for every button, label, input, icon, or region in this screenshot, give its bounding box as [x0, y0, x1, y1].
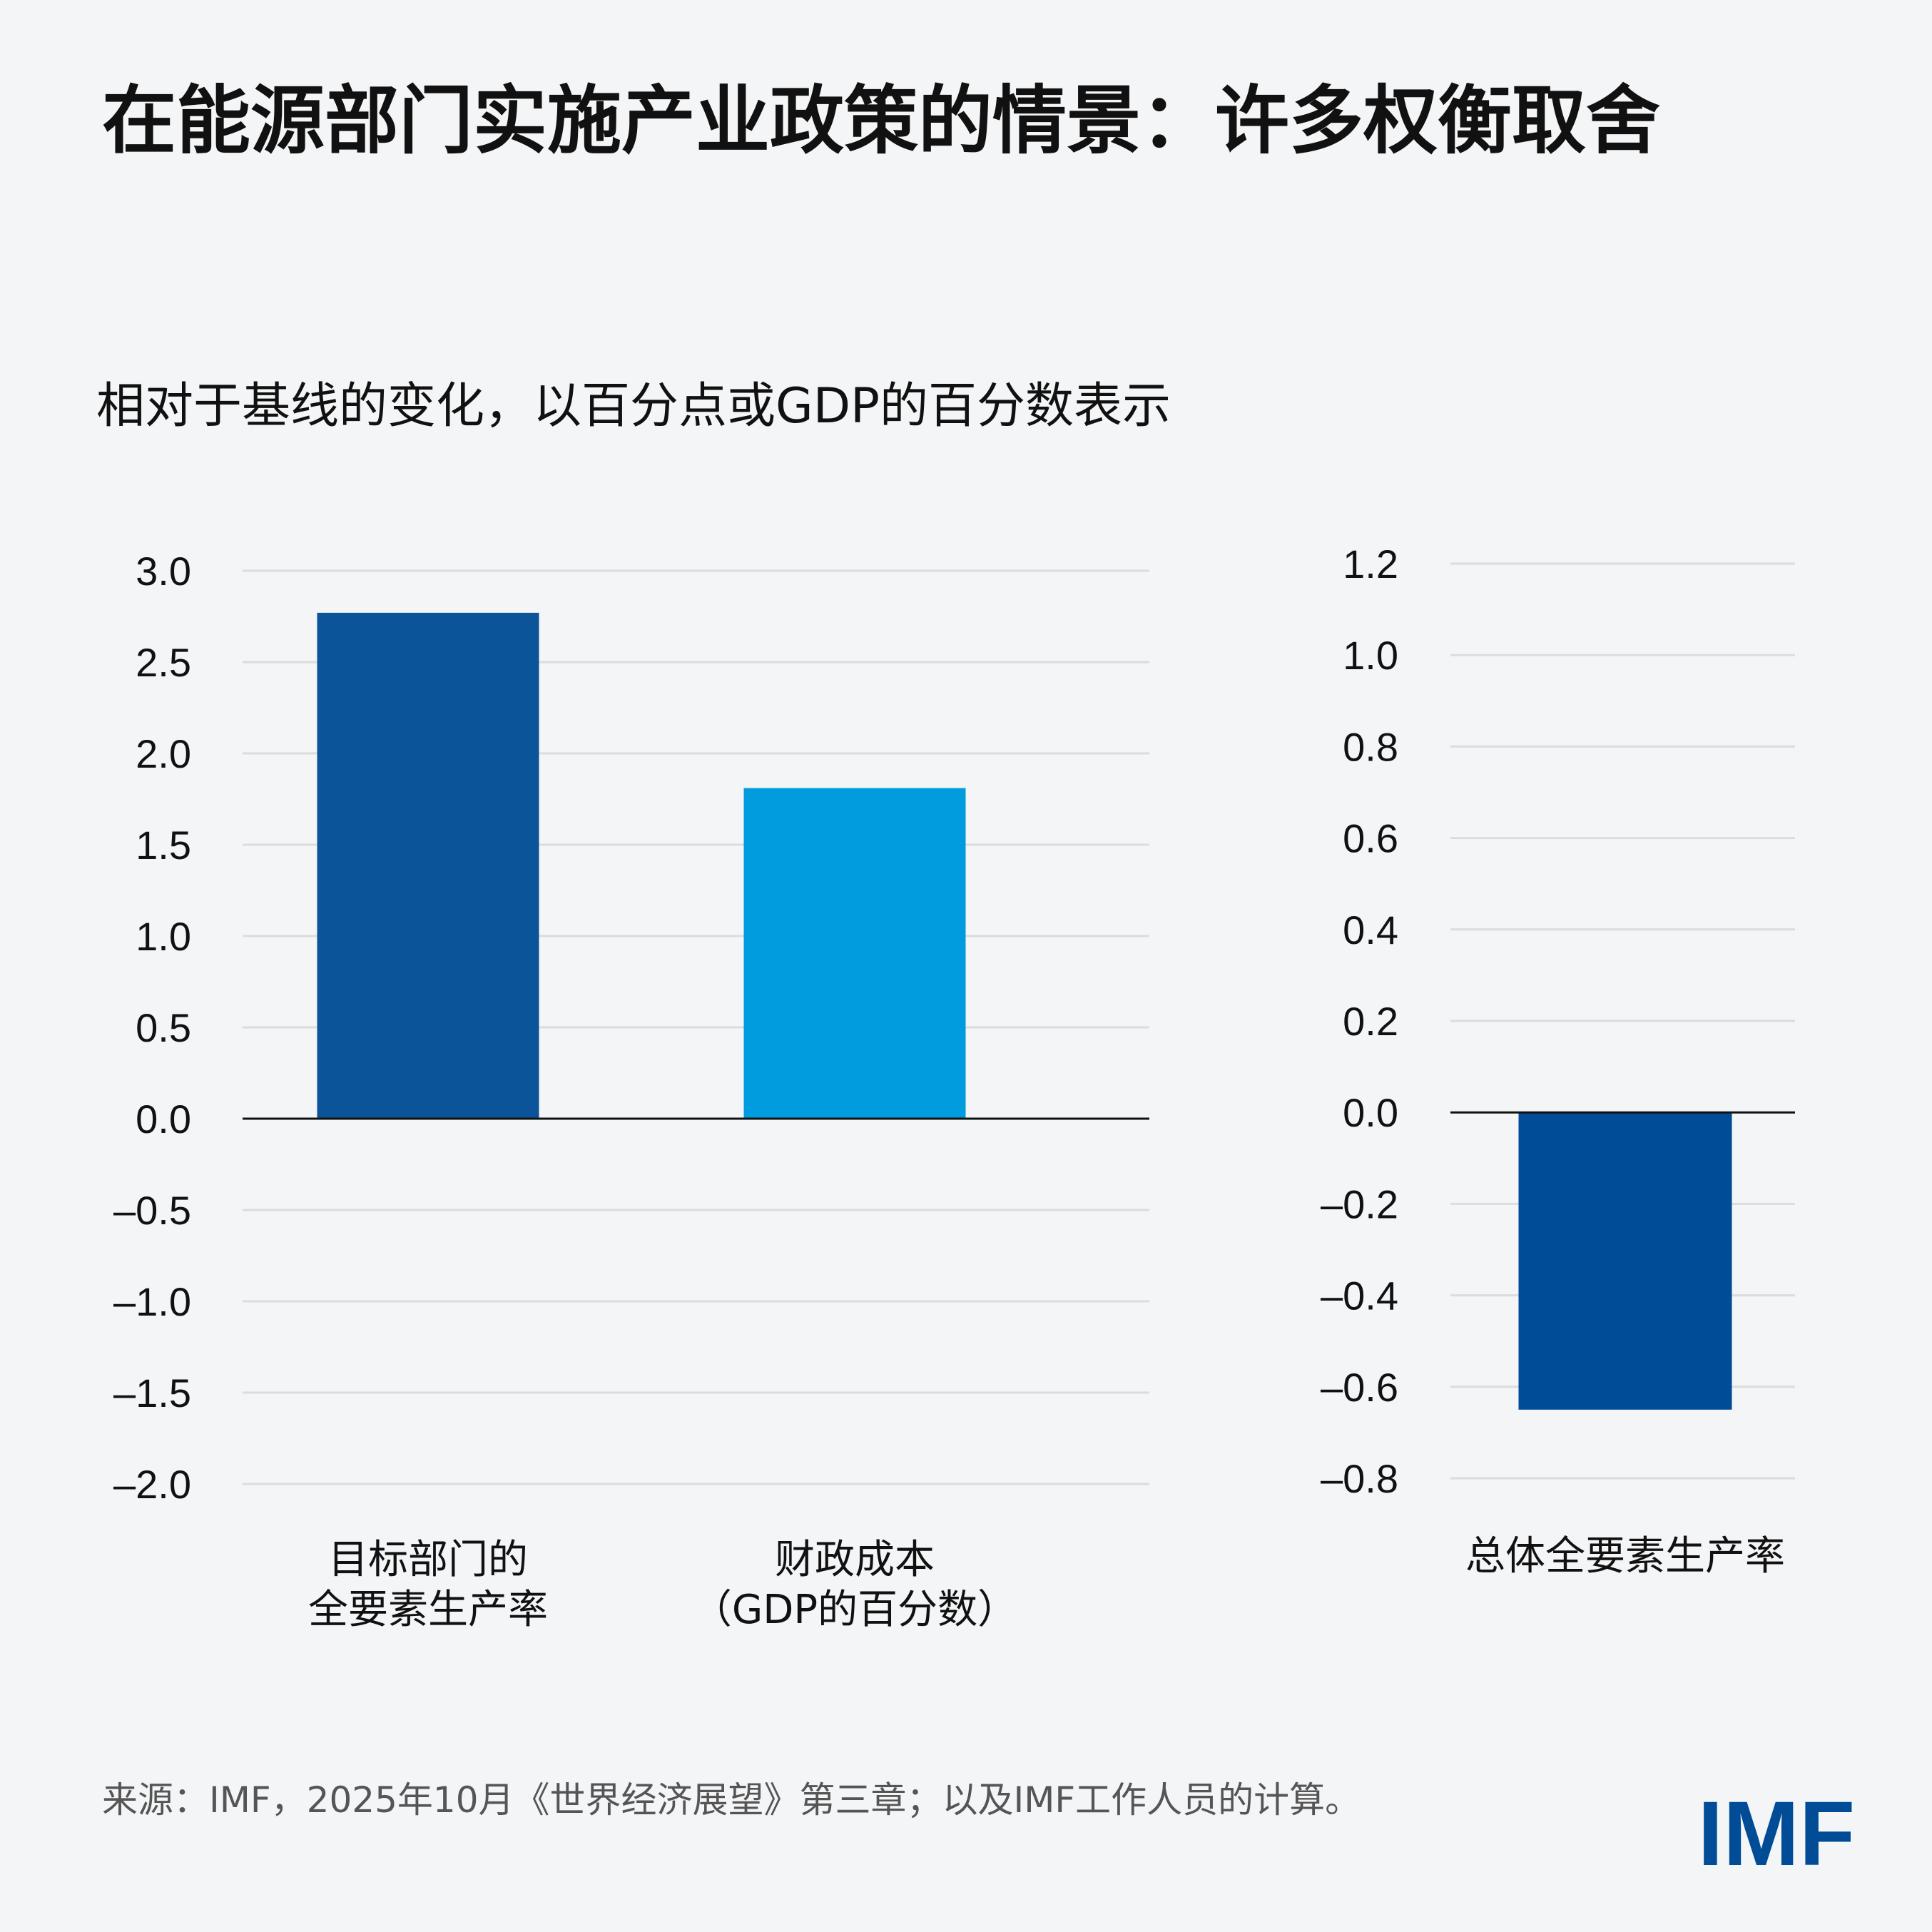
- chart-subtitle: 相对于基线的变化，以百分点或GDP的百分数表示: [96, 378, 1171, 434]
- y-tick-label: –0.2: [1321, 1181, 1398, 1226]
- y-tick-label: –0.5: [113, 1188, 191, 1233]
- y-tick-label: –1.0: [113, 1279, 191, 1324]
- y-tick-label: 0.0: [1343, 1090, 1398, 1135]
- y-tick-label: 1.0: [136, 914, 191, 959]
- y-tick-label: 0.5: [136, 1005, 191, 1050]
- x-category-label: 全要素生产率: [308, 1587, 548, 1633]
- chart-title: 在能源部门实施产业政策的情景：许多权衡取舍: [102, 77, 1660, 164]
- y-tick-label: –1.5: [113, 1371, 191, 1415]
- y-tick-label: 1.0: [1343, 633, 1398, 678]
- y-tick-label: –2.0: [113, 1462, 191, 1507]
- source-note: 来源：IMF，2025年10月《世界经济展望》第三章；以及IMF工作人员的计算。: [102, 1779, 1361, 1821]
- y-tick-label: 1.2: [1343, 542, 1398, 586]
- y-tick-label: 1.5: [136, 823, 191, 868]
- y-tick-label: 3.0: [136, 549, 191, 594]
- bar: [1518, 1112, 1732, 1410]
- y-tick-label: –0.6: [1321, 1365, 1398, 1410]
- y-tick-label: 0.0: [136, 1097, 191, 1142]
- y-tick-label: 2.5: [136, 640, 191, 685]
- y-tick-label: –0.4: [1321, 1273, 1398, 1318]
- bar: [743, 788, 966, 1119]
- imf-logo: IMF: [1698, 1783, 1855, 1885]
- y-tick-label: 0.4: [1343, 907, 1398, 952]
- y-tick-label: 0.6: [1343, 816, 1398, 861]
- y-tick-label: 0.2: [1343, 999, 1398, 1044]
- x-category-label: 总体全要素生产率: [1465, 1533, 1785, 1580]
- bar: [317, 612, 539, 1119]
- x-category-label: 财政成本: [775, 1537, 935, 1583]
- right-panel: 1.2 1.0 0.8 0.6 0.4 0.2 0.0 –0.2 –0.4 –0.6 –0.8 总体全…: [1321, 542, 1795, 1580]
- y-tick-label: 2.0: [136, 731, 191, 776]
- left-panel: 3.0 2.5 2.0 1.5 1.0 0.5 0.0 –0.5 –1.0 –1.5 –2.0 目标部…: [113, 549, 1149, 1633]
- x-category-label: （GDP的百分数）: [692, 1587, 1017, 1633]
- y-tick-label: 0.8: [1343, 724, 1398, 769]
- y-tick-label: –0.8: [1321, 1456, 1398, 1501]
- x-category-label: 目标部门的: [328, 1537, 528, 1583]
